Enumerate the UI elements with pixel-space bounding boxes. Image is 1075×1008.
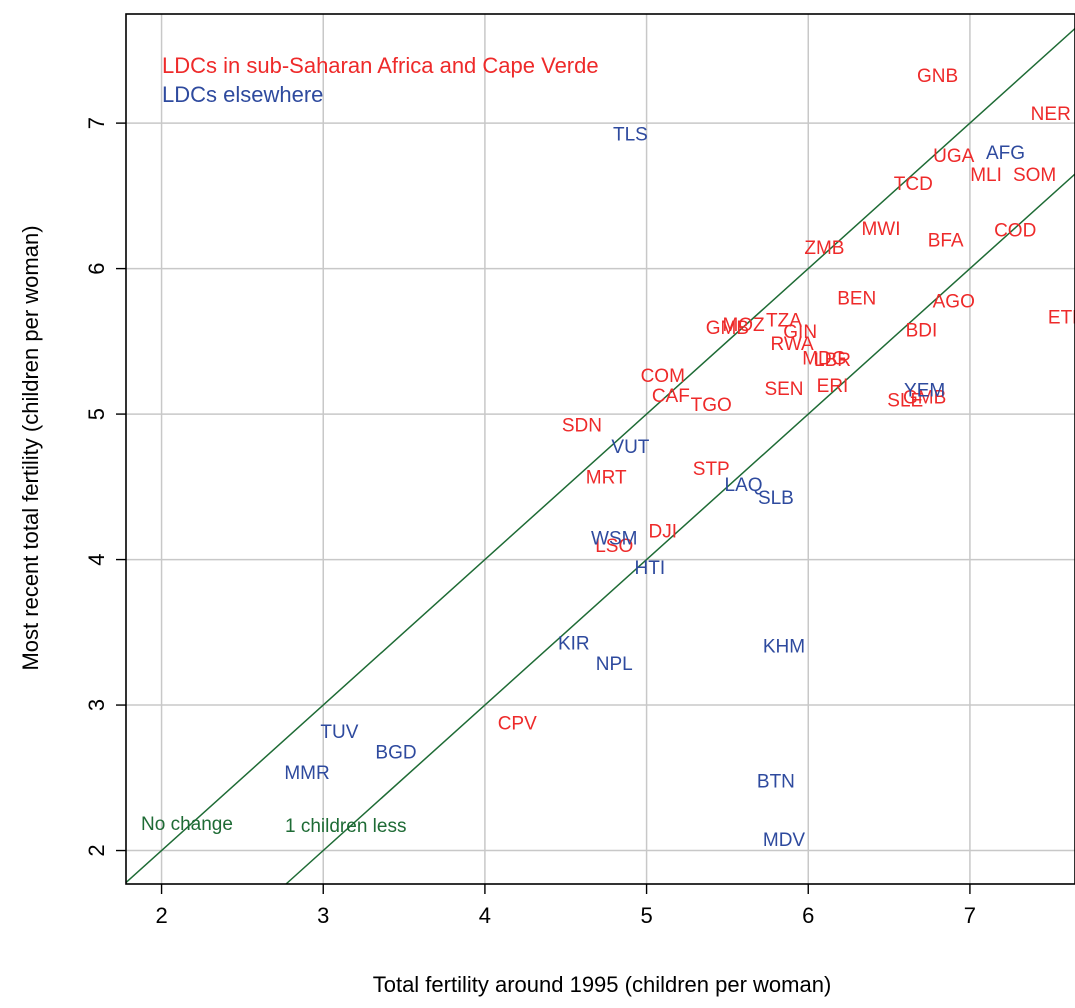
point-label-gnb: GNB [917,66,958,87]
point-label-lso: LSO [595,536,633,557]
one-child-less-label: 1 children less [285,816,406,837]
point-label-afg: AFG [986,143,1025,164]
point-label-npl: NPL [596,654,633,675]
y-tick-label: 4 [84,553,109,565]
x-axis-title: Total fertility around 1995 (children pe… [373,972,832,997]
plot-frame [125,13,1075,885]
legend: LDCs in sub-Saharan Africa and Cape Verd… [162,53,599,107]
point-label-khm: KHM [763,636,805,657]
point-label-mli: MLI [970,165,1002,186]
point-label-sen: SEN [764,379,803,400]
point-label-bgd: BGD [375,743,416,764]
x-tick-label: 6 [802,903,814,928]
point-label-tuv: TUV [320,722,358,743]
y-axis-title: Most recent total fertility (children pe… [18,225,43,670]
point-label-mdv: MDV [763,830,806,851]
point-label-tza: TZA [766,311,802,332]
point-label-laq: LAQ [725,475,763,496]
legend-item-elsewhere: LDCs elsewhere [162,82,323,107]
reference-line [125,27,1075,884]
reference-lines [125,27,1075,885]
x-tick-label: 3 [317,903,329,928]
point-label-com: COM [641,366,685,387]
point-label-ago: AGO [933,292,975,313]
point-label-gmb: GMB [903,388,946,409]
point-label-yem: YEM [904,380,945,401]
y-tick-label: 3 [84,699,109,711]
x-tick-label: 7 [964,903,976,928]
point-label-btn: BTN [757,772,795,793]
y-tick-label: 7 [84,117,109,129]
point-label-rwa: RWA [770,334,814,355]
point-label-stp: STP [693,459,730,480]
no-change-label: No change [141,814,233,835]
point-label-cpv: CPV [498,714,537,735]
reference-line [285,173,1075,885]
point-label-mrt: MRT [586,468,627,489]
y-tick-label: 5 [84,408,109,420]
point-label-gin: GIN [783,322,817,343]
point-label-tcd: TCD [894,174,933,195]
x-tick-label: 2 [155,903,167,928]
point-label-hti: HTI [635,558,666,579]
point-label-eri: ERI [817,376,849,397]
point-label-bdi: BDI [906,321,938,342]
y-tick-label: 6 [84,262,109,274]
point-label-som: SOM [1013,165,1056,186]
point-label-tgo: TGO [691,395,732,416]
point-label-wsm: WSM [591,529,637,550]
point-label-moz: MOZ [722,315,765,336]
point-label-slb: SLB [758,488,794,509]
x-axis: 2 3 4 5 6 7 [155,884,976,928]
point-label-kir: KIR [558,633,590,654]
point-label-ben: BEN [837,289,876,310]
point-label-caf: CAF [652,386,690,407]
point-label-uga: UGA [933,146,975,167]
point-label-eth: ETH [1048,308,1075,329]
x-tick-label: 4 [479,903,491,928]
point-label-ner: NER [1031,104,1071,125]
point-label-vut: VUT [611,437,649,458]
point-label-gmb: GMB [706,318,749,339]
point-label-dji: DJI [648,521,677,542]
point-label-cod: COD [994,220,1036,241]
legend-item-africa: LDCs in sub-Saharan Africa and Cape Verd… [162,53,599,78]
y-axis: 2 3 4 5 6 7 [84,117,126,857]
point-label-mwi: MWI [861,219,900,240]
point-label-bfa: BFA [928,231,964,252]
x-tick-label: 5 [640,903,652,928]
point-label-sdn: SDN [562,415,602,436]
grid [126,14,1075,884]
point-label-mmr: MMR [284,763,329,784]
point-label-lbr: LBR [814,350,851,371]
point-label-zmb: ZMB [804,238,844,259]
y-tick-label: 2 [84,844,109,856]
point-label-tls: TLS [613,124,648,145]
point-label-sle: SLE [887,391,923,412]
point-label-mdg: MDG [802,348,846,369]
